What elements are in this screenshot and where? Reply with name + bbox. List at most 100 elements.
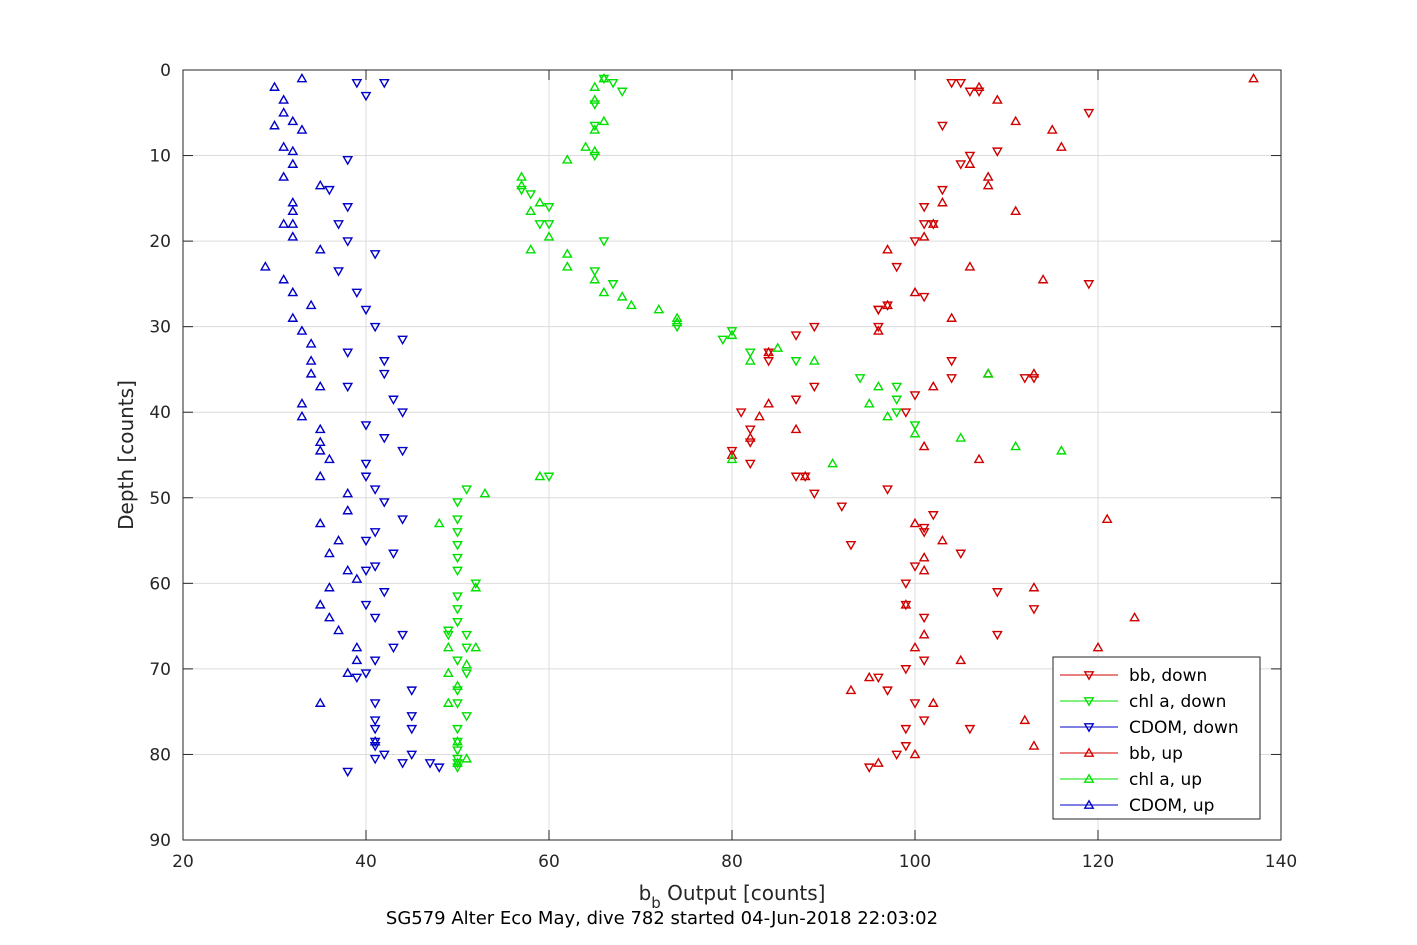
data-point [479, 487, 491, 498]
data-point [1083, 280, 1095, 290]
data-point [589, 121, 601, 132]
series-cdom-up [259, 72, 381, 746]
data-point [296, 72, 308, 83]
data-point [323, 453, 335, 464]
data-point [1028, 368, 1040, 378]
data-point [406, 724, 418, 735]
data-point [790, 357, 802, 367]
data-point [589, 81, 601, 91]
data-point [561, 261, 573, 271]
data-point [278, 107, 290, 117]
legend-marker [1083, 773, 1095, 783]
data-point [808, 322, 820, 333]
y-tick-label: 90 [149, 831, 171, 851]
data-point [351, 573, 363, 583]
data-point [296, 325, 308, 335]
data-point [342, 237, 354, 247]
data-point [360, 421, 372, 431]
data-point [991, 630, 1003, 641]
data-point [607, 280, 619, 290]
data-point [378, 588, 390, 598]
data-point [442, 630, 454, 641]
data-point [946, 357, 958, 367]
data-point [964, 261, 976, 271]
data-point [378, 78, 390, 89]
data-points [259, 72, 1259, 778]
axis-ticks: 20 40 60 80 100 120 140 0 10 20 30 40 50 60 70 80 90 [149, 61, 1297, 872]
data-point [452, 757, 463, 767]
data-point [589, 94, 601, 104]
data-point [269, 120, 280, 130]
x-tick-label: 100 [899, 852, 931, 872]
data-point [1028, 582, 1040, 592]
data-point [964, 151, 976, 162]
data-point [1055, 445, 1067, 455]
data-point [561, 248, 573, 258]
data-point [461, 630, 473, 641]
data-point [351, 673, 363, 684]
data-point [351, 78, 363, 89]
data-point [955, 432, 967, 442]
data-point [461, 712, 473, 722]
data-point [470, 582, 482, 592]
data-point [452, 699, 463, 709]
y-tick-label: 20 [149, 232, 171, 252]
data-point [589, 100, 601, 110]
data-point [397, 630, 409, 641]
data-point [1028, 374, 1040, 384]
data-point [397, 408, 409, 418]
data-point [333, 220, 344, 230]
data-point [872, 673, 884, 684]
legend-marker [1083, 723, 1095, 733]
data-point [671, 316, 683, 327]
data-point [452, 680, 463, 690]
data-point [1028, 740, 1040, 750]
data-point [397, 759, 409, 769]
data-point [900, 724, 912, 735]
data-point [991, 588, 1003, 598]
data-point [461, 753, 473, 763]
data-point [1010, 205, 1022, 216]
data-point [790, 423, 802, 434]
data-point [799, 470, 811, 481]
legend-item: chl a, up [1060, 770, 1202, 790]
x-tick-label: 40 [355, 852, 377, 872]
data-point [342, 382, 354, 393]
data-point [918, 528, 930, 538]
data-point [452, 617, 463, 628]
data-point [763, 357, 775, 367]
data-point [369, 716, 381, 726]
data-point [882, 244, 893, 254]
data-point [378, 357, 390, 367]
data-point [900, 742, 912, 752]
data-point [790, 472, 802, 482]
data-point [452, 553, 463, 564]
data-point [625, 299, 637, 310]
data-point [790, 395, 802, 405]
data-point [406, 750, 418, 761]
data-point [369, 699, 381, 709]
data-point [973, 453, 985, 464]
data-point [259, 261, 271, 271]
data-point [461, 669, 473, 679]
data-point [452, 592, 463, 602]
data-point [516, 179, 527, 190]
data-point [909, 748, 921, 759]
data-point [863, 763, 875, 773]
data-point [671, 322, 683, 333]
data-point [278, 141, 290, 151]
data-point [296, 410, 308, 421]
data-point [946, 78, 958, 89]
data-point [342, 667, 354, 678]
data-point [900, 408, 912, 418]
y-tick-label: 60 [149, 574, 171, 594]
data-point [863, 671, 875, 682]
y-axis-label: Depth [counts] [114, 380, 138, 530]
series-cdom-down [323, 78, 445, 778]
data-point [1083, 108, 1095, 119]
data-point [918, 292, 930, 303]
data-point [442, 697, 454, 707]
data-point [589, 145, 601, 156]
data-point [580, 141, 592, 151]
data-point [314, 599, 326, 609]
